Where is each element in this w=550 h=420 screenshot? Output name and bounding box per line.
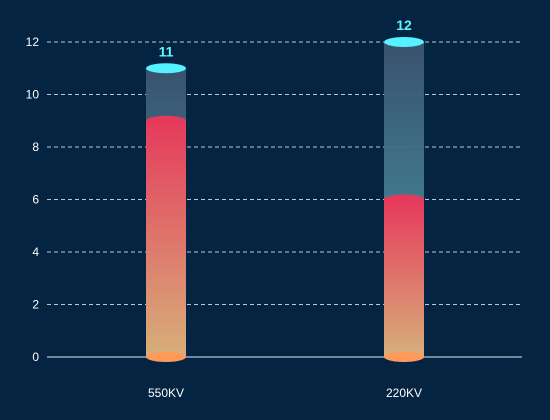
grid-lines [47,41,522,358]
bar-inner [146,120,186,357]
bar-total-label: 11 [159,43,174,59]
y-tick-label: 4 [32,245,39,259]
y-tick-label: 8 [32,140,39,154]
bar-inner [384,199,424,357]
y-tick-label: 0 [32,350,39,364]
bar-base-cap [146,352,186,362]
bars [146,37,424,362]
bar-inner-cap [384,194,424,205]
y-tick-label: 2 [32,298,39,312]
y-tick-label: 10 [26,88,40,102]
y-axis: 0 2 4 6 8 10 12 [26,35,40,364]
bar-inner-cap [146,115,186,126]
bar-outer-cap [384,37,424,47]
x-category-label: 220KV [386,386,422,400]
y-tick-label: 12 [26,35,40,49]
labels: 11 550KV 12 220KV [148,17,422,400]
bar-base-cap [384,352,424,362]
y-tick-label: 6 [32,193,39,207]
x-category-label: 550KV [148,386,184,400]
bar-total-label: 12 [396,17,412,33]
bar-outer-cap [146,63,186,74]
